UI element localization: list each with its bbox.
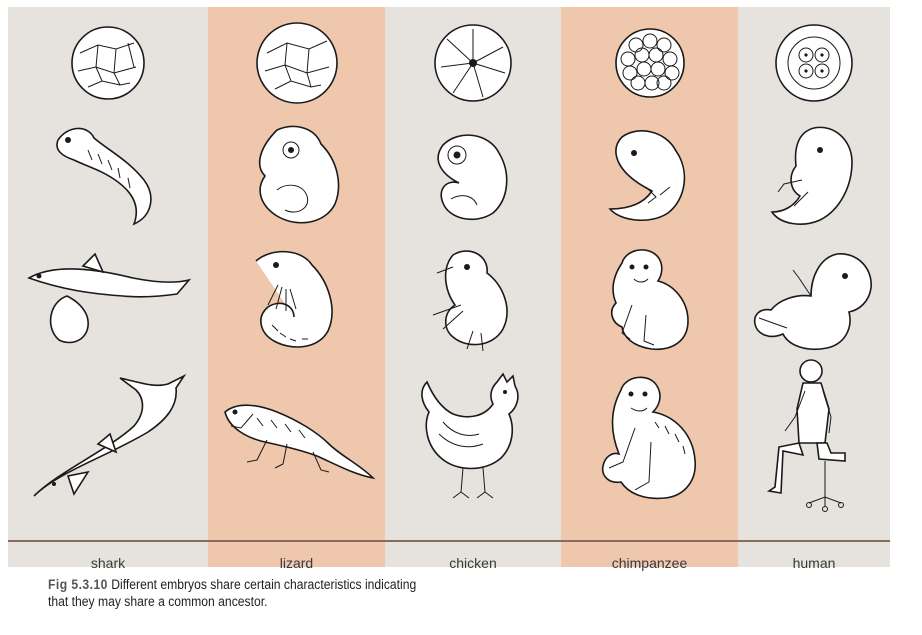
shark-stage-4-drawing [33,373,187,497]
human-stage-2-cell [738,115,890,235]
lizard-stage-3-cell [208,245,385,355]
lizard-stage-4-drawing [223,403,375,479]
column-chicken: chicken [385,7,561,571]
shark-stage-3-drawing [27,252,192,344]
column-shark: shark [8,7,208,571]
lizard-stage-4-cell [208,369,385,504]
label-lizard: lizard [279,555,314,571]
human-stage-4-drawing [766,358,846,512]
figure-caption: Fig 5.3.10 Different embryos share certa… [48,576,416,610]
shark-stage-1-cell-ball [8,15,208,110]
shark-stage-4-cell [8,369,208,504]
caption-line-2: that they may share a common ancestor. [48,594,268,609]
column-human: human [738,7,890,571]
embryo-comparison-chart: shark [8,7,890,571]
human-stage-3-cell [738,245,890,355]
human-stage-1-cell [738,15,890,110]
chicken-stage-3-cell [385,245,561,355]
human-stage-1-drawing [775,23,853,102]
chimpanzee-stage-1-cell [561,15,738,110]
chimpanzee-stage-2-cell [561,115,738,235]
lizard-stage-2-cell [208,115,385,235]
chicken-stage-2-cell [385,115,561,235]
baseline-divider [8,540,890,542]
label-human: human [792,555,836,571]
figure-number: Fig 5.3.10 [48,577,108,592]
chimpanzee-stage-4-drawing [601,376,696,499]
chicken-stage-4-cell [385,369,561,504]
shark-stage-1-drawing [71,25,145,100]
chimpanzee-stage-4-cell [561,369,738,504]
human-stage-2-drawing [770,126,853,225]
label-shark: shark [90,555,126,571]
label-chimpanzee: chimpanzee [611,555,688,571]
lizard-stage-2-drawing [258,125,339,224]
shark-stage-2-cell [8,115,208,235]
lizard-stage-1-cell [208,15,385,110]
chicken-stage-1-cell [385,15,561,110]
shark-stage-2-drawing [56,127,152,226]
lizard-stage-3-drawing [254,250,333,348]
human-stage-3-drawing [753,253,872,350]
chicken-stage-1-drawing [434,23,512,102]
chicken-stage-3-drawing [432,250,508,352]
lizard-stage-1-drawing [255,21,338,104]
chicken-stage-4-drawing [421,371,519,498]
column-lizard: lizard [208,7,385,571]
shark-stage-3-cell [8,245,208,355]
chimpanzee-stage-3-drawing [610,249,689,350]
caption-line-1: Different embryos share certain characte… [111,577,417,592]
chimpanzee-stage-1-drawing [614,27,685,98]
chicken-stage-2-drawing [437,134,508,221]
column-chimpanzee: chimpanzee [561,7,738,571]
label-chicken: chicken [449,555,497,571]
human-stage-4-cell [738,358,890,512]
chimpanzee-stage-3-cell [561,245,738,355]
chimpanzee-stage-2-drawing [607,130,685,222]
